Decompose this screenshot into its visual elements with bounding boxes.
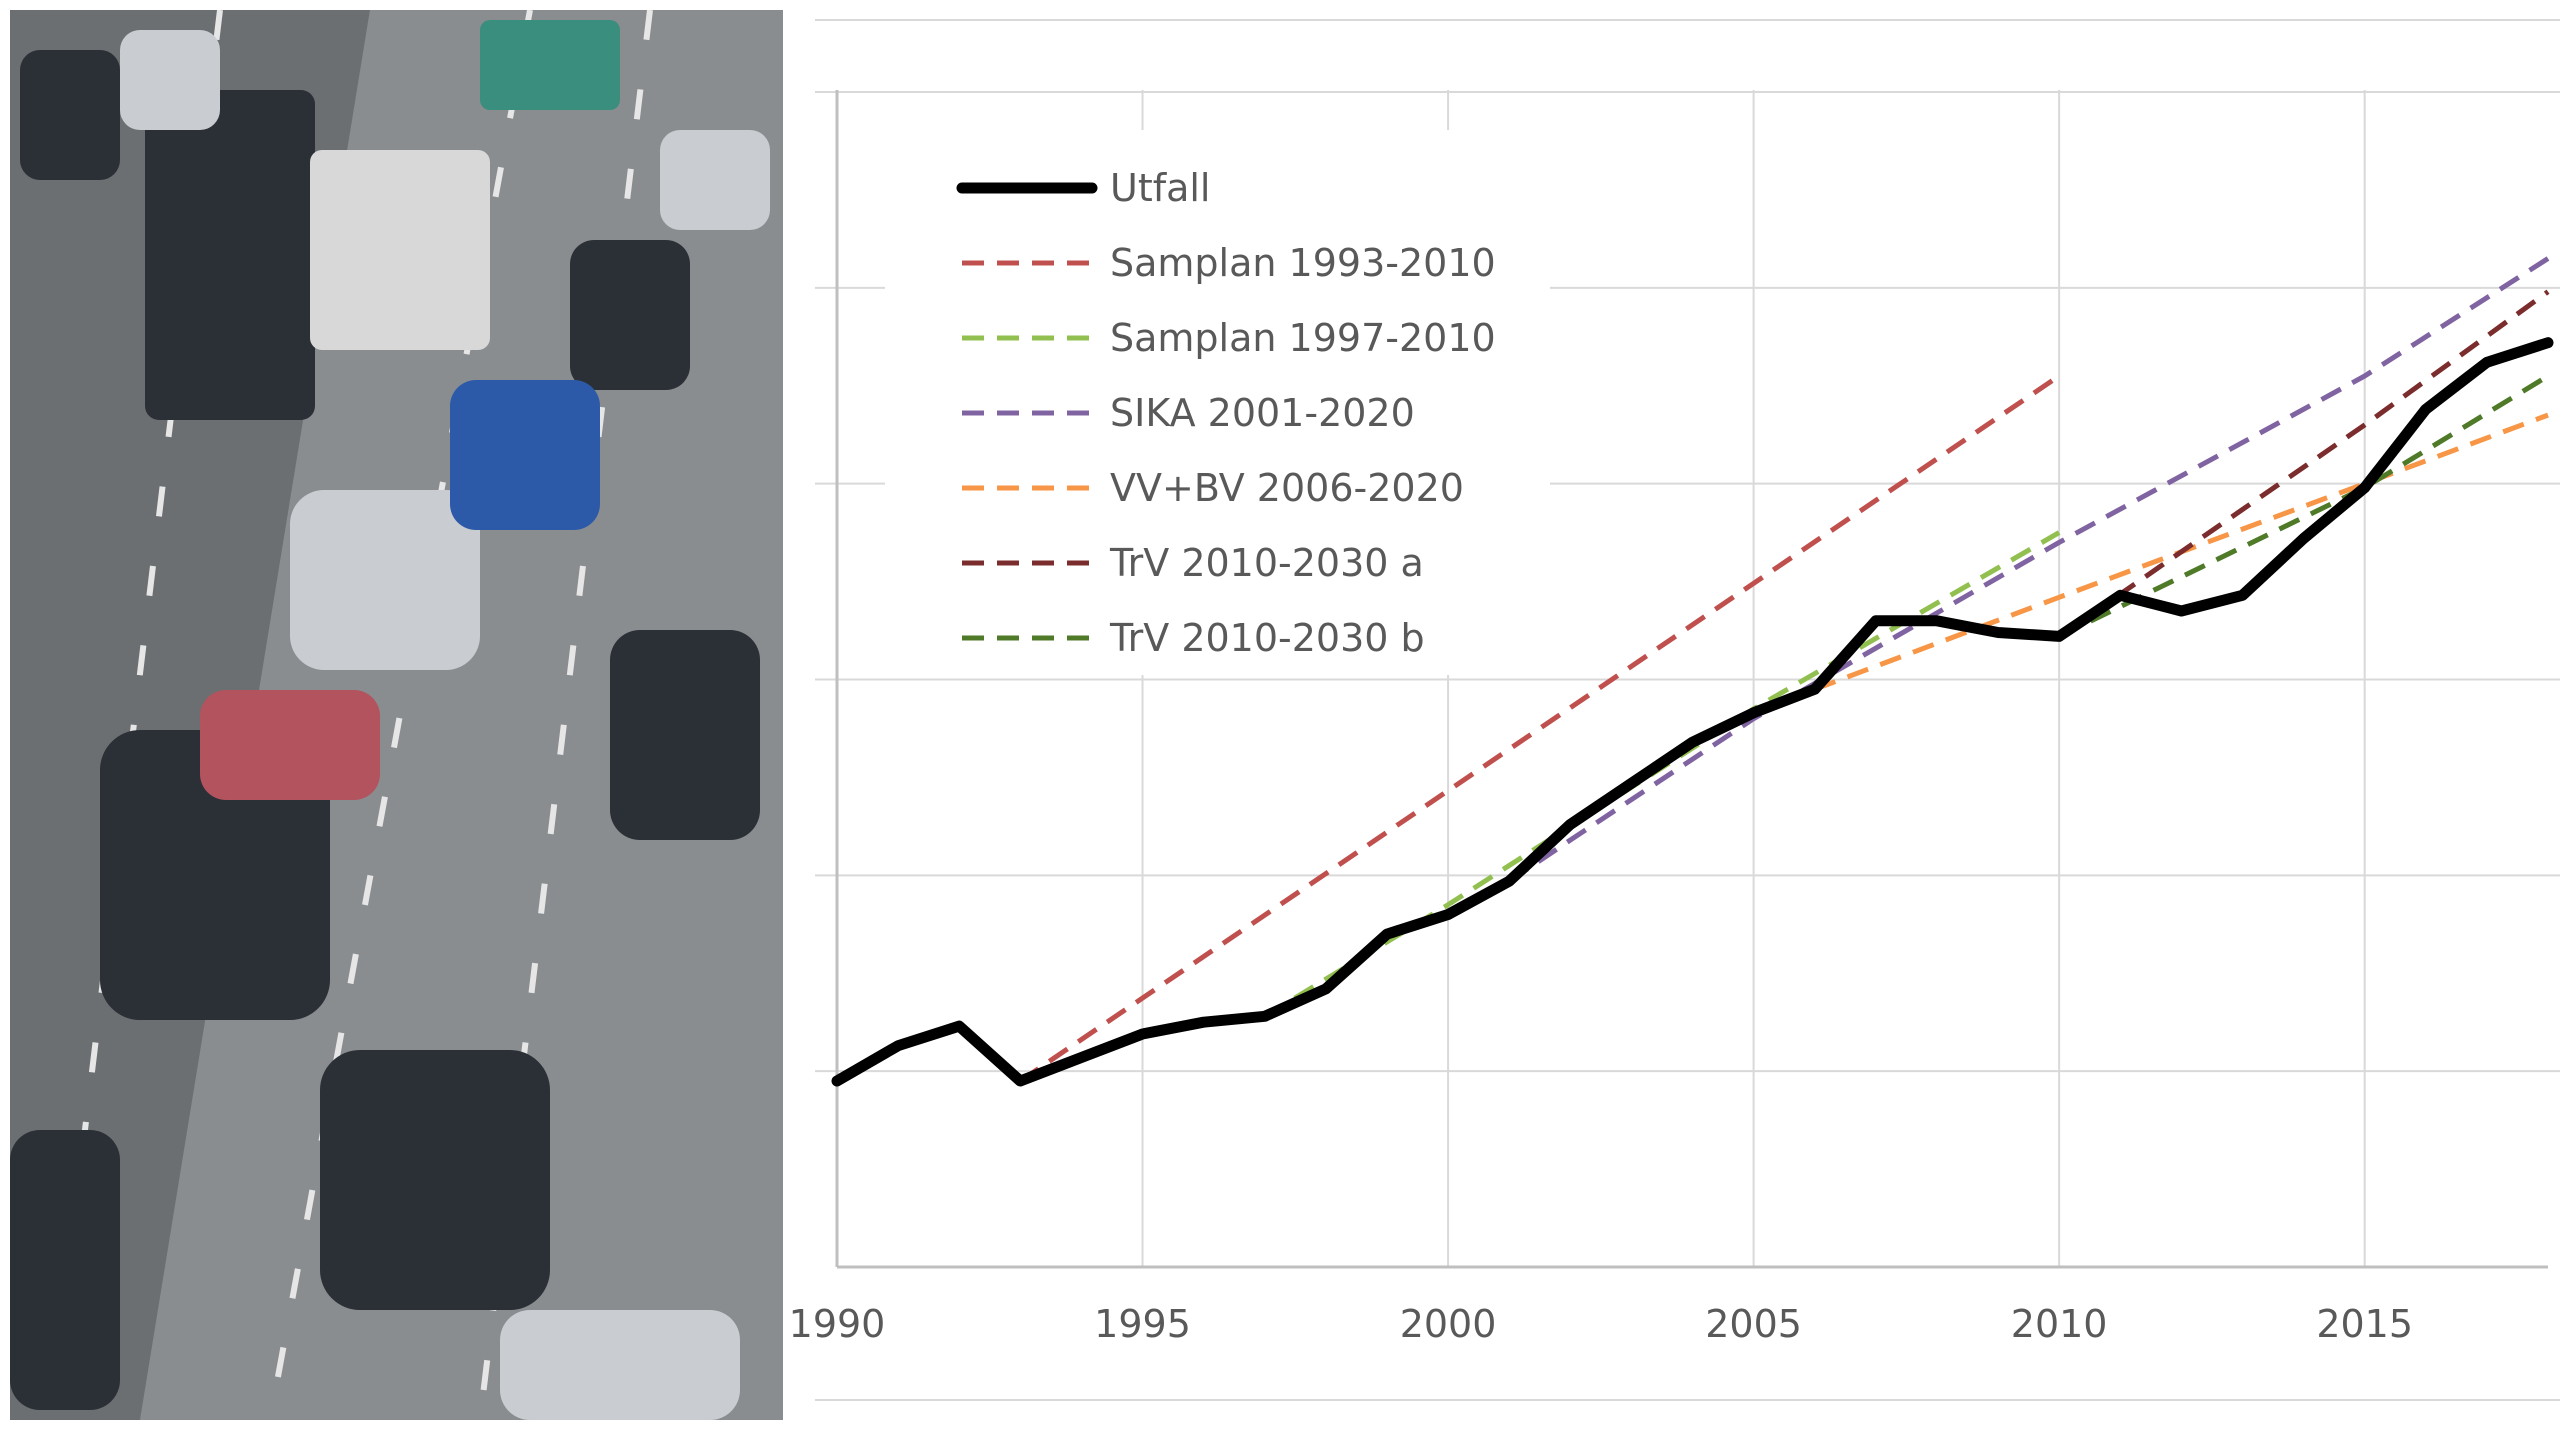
legend-label: SIKA 2001-2020: [1110, 391, 1415, 435]
x-tick-label: 1990: [789, 1302, 886, 1346]
legend-label: VV+BV 2006-2020: [1110, 466, 1464, 510]
legend-box: [885, 130, 1550, 675]
series-line-trv-2010-2030-a: [2057, 289, 2550, 639]
series-line-sika-2001-2020: [1507, 256, 2550, 884]
legend-label: Utfall: [1110, 166, 1211, 210]
axes: [835, 90, 2548, 1269]
highway-traffic-photo: [10, 10, 783, 1420]
series-line-utfall: [831, 337, 2554, 1087]
x-tick-label: 2015: [2316, 1302, 2413, 1346]
legend-label: TrV 2010-2030 a: [1109, 541, 1424, 585]
legend-label: TrV 2010-2030 b: [1109, 616, 1425, 660]
x-tick-label: 2005: [1705, 1302, 1802, 1346]
series-line-trv-2010-2030-b: [2058, 373, 2550, 639]
x-tick-label: 2010: [2011, 1302, 2108, 1346]
legend-label: Samplan 1993-2010: [1110, 241, 1496, 285]
legend: Utfall Samplan 1993-2010 Samplan 1997-2010…: [885, 130, 1550, 675]
series-line-vv-bv-2006-2020: [1813, 412, 2549, 692]
x-tick-label: 2000: [1400, 1302, 1497, 1346]
series-lines: [831, 256, 2554, 1087]
x-axis-ticks: 1990 1995 2000 2005 2010 2015: [789, 1302, 2413, 1346]
x-tick-label: 1995: [1094, 1302, 1191, 1346]
legend-label: Samplan 1997-2010: [1110, 316, 1496, 360]
